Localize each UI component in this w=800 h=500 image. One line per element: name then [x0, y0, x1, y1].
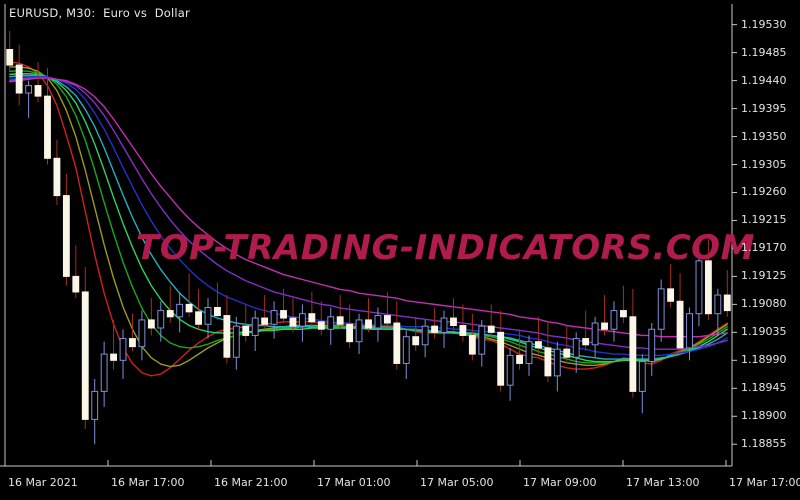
axis-ticks: [4, 24, 737, 466]
axis-lines: [0, 4, 733, 467]
candlestick-series: [6, 30, 731, 445]
